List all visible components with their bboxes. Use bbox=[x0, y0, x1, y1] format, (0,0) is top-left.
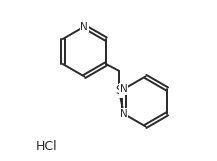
Text: N: N bbox=[81, 22, 88, 32]
Text: N: N bbox=[120, 84, 128, 94]
Text: HCl: HCl bbox=[36, 140, 58, 153]
Text: N: N bbox=[120, 109, 128, 119]
Text: S: S bbox=[115, 85, 123, 97]
